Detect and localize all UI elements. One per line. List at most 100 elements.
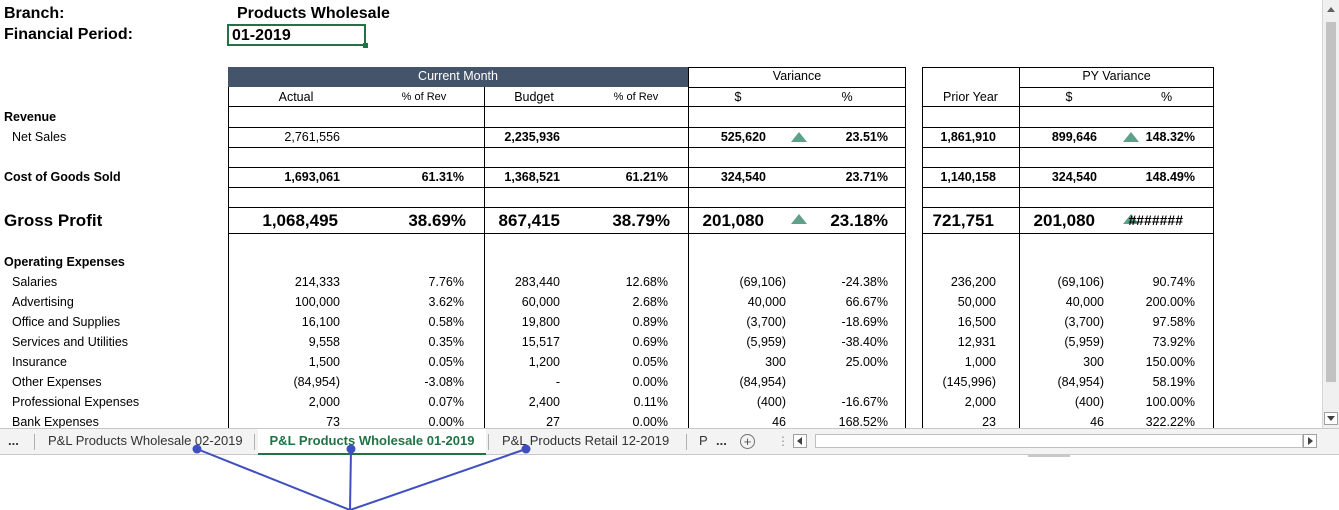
period-value: 01-2019 (232, 27, 291, 44)
scroll-right-icon[interactable] (1303, 434, 1317, 448)
current-month-title: Current Month (418, 69, 498, 83)
opex-actual: 73 (326, 415, 340, 428)
col-budget: Budget (514, 90, 554, 104)
opex-pct2: 2.68% (632, 295, 668, 309)
fill-handle[interactable] (363, 43, 368, 48)
opex-var: 46 (772, 415, 786, 428)
gross-py-pct: ####### (1128, 212, 1183, 228)
branch-value[interactable]: Products Wholesale (237, 5, 390, 22)
opex-var: 300 (765, 355, 786, 369)
opex-actual: 9,558 (308, 335, 340, 349)
opex-py: (5,959) (1064, 335, 1104, 349)
net-sales-actual: 2,761,556 (284, 130, 340, 144)
gross-profit-label: Gross Profit (4, 211, 103, 230)
tab-p-truncated[interactable]: P (699, 433, 708, 448)
horizontal-scrollbar[interactable] (815, 434, 1303, 448)
opex-label: Bank Expenses (12, 415, 99, 428)
opex-budget: 15,517 (521, 335, 560, 349)
opex-pct1: 0.00% (428, 415, 464, 428)
opex-pct1: 0.05% (428, 355, 464, 369)
col-pct-rev-2: % of Rev (613, 91, 659, 103)
opex-budget: 2,400 (528, 395, 560, 409)
tab-retail-12-2019[interactable]: P&L Products Retail 12-2019 (502, 433, 670, 448)
up-arrow-icon (1123, 132, 1139, 142)
net-sales-prior: 1,861,910 (940, 130, 996, 144)
opex-py-pct: 100.00% (1145, 395, 1195, 409)
callout-dot-right (521, 444, 531, 454)
col-py-dollar: $ (1065, 90, 1073, 104)
tab-wholesale-01-2019[interactable]: P&L Products Wholesale 01-2019 (258, 429, 486, 455)
vertical-scrollbar[interactable] (1322, 0, 1339, 428)
opex-var-pct: 66.67% (845, 295, 888, 309)
gross-var: 201,080 (702, 211, 764, 230)
up-arrow-icon (1123, 214, 1139, 224)
opex-var-pct: -16.67% (841, 395, 888, 409)
opex-py-pct: 97.58% (1152, 315, 1195, 329)
opex-py: (69,106) (1057, 275, 1104, 289)
variance-block (688, 67, 906, 428)
net-sales-py-pct: 148.32% (1145, 130, 1195, 144)
scroll-left-icon[interactable] (793, 434, 807, 448)
cogs-var: 324,540 (720, 170, 766, 184)
opex-pct2: 0.05% (632, 355, 668, 369)
opex-pct1: 3.62% (428, 295, 464, 309)
opex-label: Other Expenses (12, 375, 102, 389)
cogs-actual: 1,693,061 (284, 170, 340, 184)
opex-var-pct: -18.69% (841, 315, 888, 329)
col-var-pct: % (841, 90, 853, 104)
opex-prior: 23 (982, 415, 996, 428)
cogs-pct1: 61.31% (421, 170, 464, 184)
callout-dot-left (192, 444, 202, 454)
col-py-pct: % (1160, 90, 1173, 104)
cogs-budget: 1,368,521 (504, 170, 560, 184)
resize-handle-icon[interactable]: ⋮ (777, 434, 789, 448)
opex-py: 46 (1090, 415, 1104, 428)
period-label: Financial Period: (4, 26, 133, 43)
opex-pct2: 0.69% (632, 335, 668, 349)
scroll-thumb[interactable] (1326, 22, 1336, 382)
period-cell[interactable]: 01-2019 (227, 24, 368, 48)
net-sales-label: Net Sales (12, 130, 67, 144)
opex-budget: 27 (546, 415, 560, 428)
opex-py: 40,000 (1065, 295, 1104, 309)
opex-prior: 12,931 (957, 335, 996, 349)
revenue-label: Revenue (4, 110, 57, 124)
branch-label: Branch: (4, 5, 65, 22)
opex-var-pct: 168.52% (838, 415, 888, 428)
opex-actual: 1,500 (308, 355, 340, 369)
opex-label: Salaries (12, 275, 58, 289)
tab-wholesale-02-2019[interactable]: P&L Products Wholesale 02-2019 (48, 433, 243, 448)
net-sales-py: 899,646 (1051, 130, 1097, 144)
net-sales-var-pct: 23.51% (845, 130, 888, 144)
tabs-more-right[interactable]: ... (716, 433, 727, 448)
opex-prior: 50,000 (957, 295, 996, 309)
gross-pct2: 38.79% (612, 211, 670, 230)
scroll-up-icon[interactable] (1325, 4, 1337, 16)
col-var-dollar: $ (734, 90, 742, 104)
gross-var-pct: 23.18% (830, 211, 888, 230)
opex-actual: 100,000 (294, 295, 340, 309)
opex-prior: 16,500 (957, 315, 996, 329)
opex-py-pct: 150.00% (1145, 355, 1195, 369)
opex-pct1: 0.58% (428, 315, 464, 329)
spreadsheet-grid[interactable]: Branch: Financial Period: Products Whole… (0, 0, 1322, 428)
opex-label: Professional Expenses (12, 395, 140, 409)
opex-pct1: 0.35% (428, 335, 464, 349)
opex-var: (69,106) (739, 275, 786, 289)
opex-actual: 214,333 (294, 275, 340, 289)
gross-prior: 721,751 (932, 211, 994, 230)
opex-var: (5,959) (746, 335, 786, 349)
opex-pct2: 0.11% (633, 395, 668, 409)
scroll-down-icon[interactable] (1324, 412, 1338, 425)
gross-actual: 1,068,495 (262, 211, 338, 230)
tabs-more-left[interactable]: ... (8, 433, 19, 448)
callout-line-left (196, 448, 351, 510)
add-sheet-icon[interactable]: + (740, 434, 755, 449)
opex-py: (3,700) (1064, 315, 1104, 329)
opex-py-pct: 73.92% (1152, 335, 1195, 349)
opex-prior: 236,200 (950, 275, 996, 289)
cogs-py-pct: 148.49% (1145, 170, 1195, 184)
opex-label: Operating Expenses (4, 255, 125, 269)
cogs-label: Cost of Goods Sold (4, 170, 121, 184)
